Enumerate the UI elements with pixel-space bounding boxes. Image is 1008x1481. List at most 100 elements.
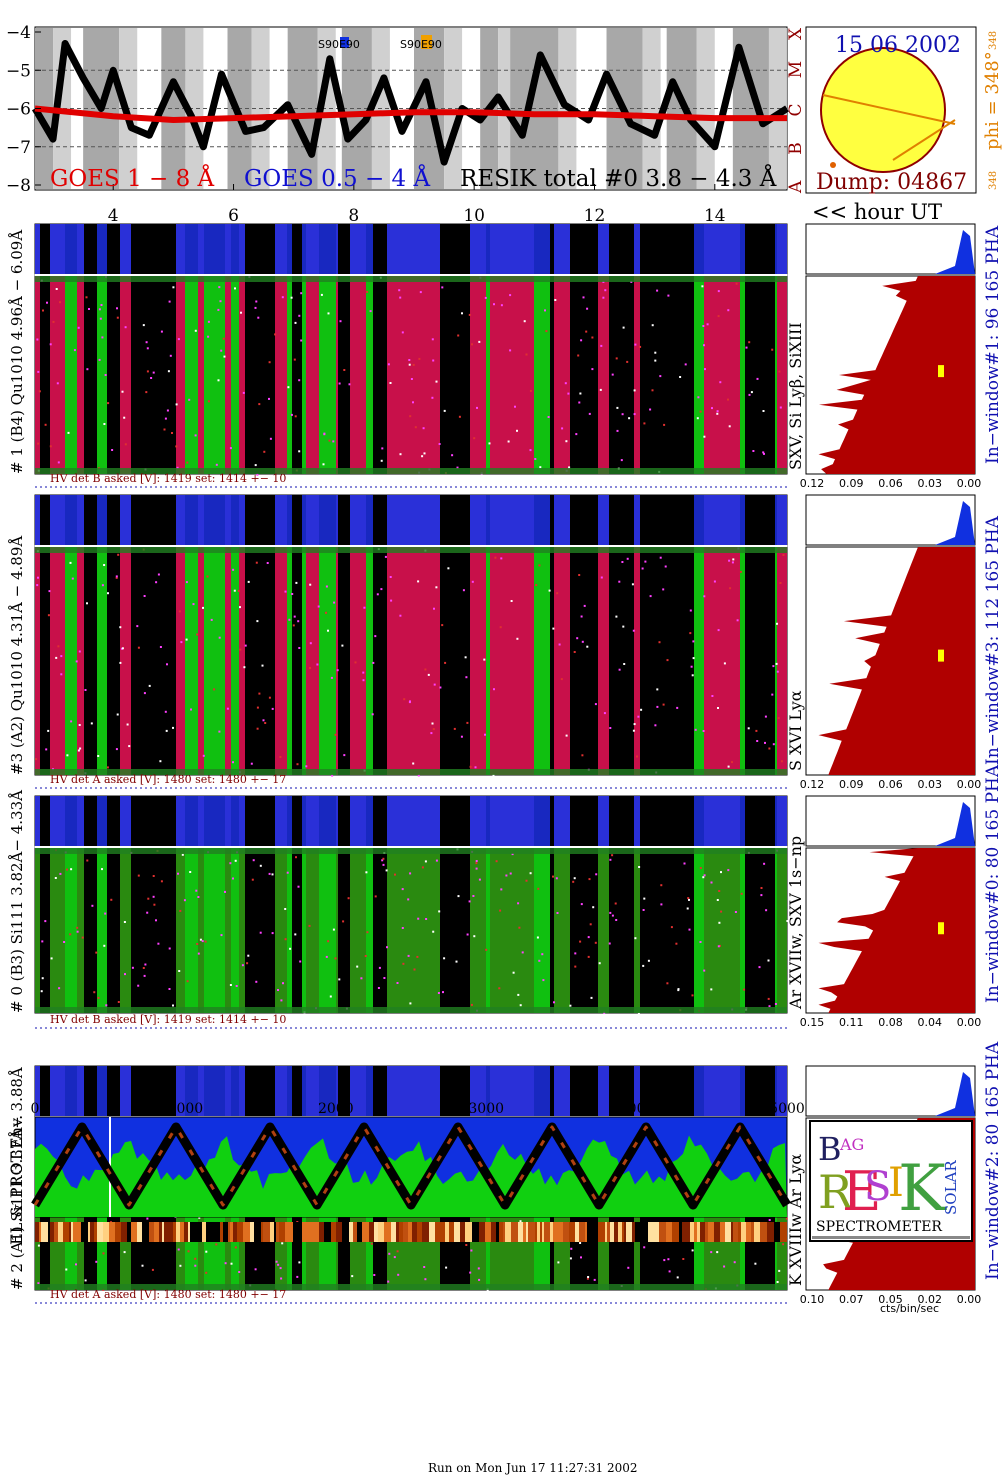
- env-wave: [31, 1122, 791, 1210]
- heat-speckle: [224, 890, 226, 893]
- heat-top-column: [777, 796, 787, 846]
- heat-speckle: [456, 466, 459, 469]
- heat-speckle: [588, 412, 591, 415]
- heat-speckle: [107, 592, 109, 595]
- heat-column: [185, 276, 198, 474]
- heat-speckle: [651, 324, 654, 327]
- heat-column: [239, 276, 244, 474]
- heat-speckle: [183, 899, 186, 902]
- heat-top-column: [306, 1066, 319, 1116]
- heat-speckle: [342, 920, 345, 923]
- heat-top-column: [673, 1066, 685, 1116]
- heat-gap: [40, 796, 50, 1013]
- heat-speckle: [451, 454, 454, 457]
- heat-speckle: [460, 735, 463, 738]
- heat-speckle: [189, 871, 192, 873]
- heat-speckle: [628, 417, 631, 420]
- sun-phi-top: 348: [988, 31, 999, 50]
- heat-speckle: [779, 582, 782, 584]
- heat-top-column: [410, 495, 426, 545]
- heat-speckle: [516, 637, 519, 640]
- heat-column: [366, 547, 373, 775]
- env-strip-band: [526, 1222, 528, 1242]
- line-id-label: Ar XVIIw, SXV 1s−np: [786, 836, 805, 1010]
- heat-top-column: [609, 224, 624, 274]
- heat-speckle: [670, 926, 673, 929]
- heat-speckle: [587, 936, 590, 939]
- env-strip-band: [173, 1222, 176, 1242]
- heat-speckle: [666, 982, 669, 985]
- heat-speckle: [187, 1250, 190, 1253]
- env-strip-band: [270, 1222, 274, 1242]
- heat-column: [624, 547, 634, 775]
- env-strip-band: [700, 1222, 705, 1242]
- channel-ylabel: # 0 (B3) Si111 3.82Å− 4.33Å: [8, 790, 26, 1013]
- env-strip-band: [523, 1222, 526, 1242]
- heat-speckle: [364, 955, 367, 957]
- heat-speckle: [647, 959, 650, 962]
- heat-column: [634, 547, 641, 775]
- heat-column: [50, 848, 60, 1013]
- heat-speckle: [470, 1003, 473, 1006]
- heat-speckle: [317, 605, 320, 608]
- heat-speckle: [101, 584, 104, 587]
- heat-column: [673, 848, 685, 1013]
- env-strip-band: [263, 1222, 267, 1242]
- heat-speckle: [233, 589, 236, 592]
- heat-speckle: [163, 428, 166, 431]
- heat-speckle: [63, 941, 66, 943]
- heat-column: [198, 547, 204, 775]
- heat-top-column: [239, 495, 244, 545]
- heat-speckle: [690, 665, 693, 668]
- heat-edge-bottom: [35, 1284, 787, 1290]
- heat-speckle: [123, 921, 126, 923]
- heat-top-column: [534, 796, 550, 846]
- heat-column: [718, 547, 726, 775]
- heat-column: [292, 547, 302, 775]
- heat-speckle: [453, 727, 456, 730]
- env-strip-band: [39, 1222, 41, 1242]
- env-strip-band: [131, 1222, 137, 1242]
- heat-speckle: [706, 323, 709, 326]
- heat-speckle: [165, 729, 168, 732]
- heat-top-column: [529, 495, 534, 545]
- heat-column: [214, 547, 225, 775]
- heat-speckle: [444, 661, 447, 664]
- heat-speckle: [75, 660, 78, 663]
- env-strip-band: [90, 1222, 94, 1242]
- x-tick-label: 8: [348, 206, 359, 226]
- heat-speckle: [238, 1271, 241, 1273]
- heat-top-column: [550, 224, 554, 274]
- heat-column: [740, 848, 747, 1013]
- heat-speckle: [164, 417, 167, 420]
- env-strip-band: [285, 1222, 289, 1242]
- heat-top-column: [204, 224, 214, 274]
- env-strip-band: [491, 1222, 496, 1242]
- heat-speckle: [146, 370, 149, 373]
- heat-speckle: [608, 942, 611, 945]
- heat-speckle: [111, 449, 114, 451]
- heat-speckle: [768, 1219, 771, 1221]
- bottom-x-tick-label: 5000: [769, 1101, 805, 1117]
- heat-top-column: [502, 224, 507, 274]
- heat-speckle: [197, 952, 200, 955]
- env-strip-band: [767, 1222, 774, 1242]
- heat-top-column: [507, 495, 517, 545]
- heat-top-column: [60, 495, 65, 545]
- heat-top-column: [394, 224, 410, 274]
- heat-column: [624, 848, 634, 1013]
- heat-speckle: [168, 300, 171, 303]
- heat-speckle: [574, 965, 577, 968]
- heat-gap: [570, 796, 590, 1013]
- env-strip-band: [384, 1222, 391, 1242]
- heat-gap: [640, 796, 670, 1013]
- heat-speckle: [292, 624, 295, 627]
- heat-speckle: [343, 369, 346, 371]
- heat-top-column: [60, 796, 65, 846]
- heat-speckle: [419, 291, 422, 294]
- heat-top-column: [302, 796, 306, 846]
- heat-speckle: [256, 727, 259, 730]
- heat-speckle: [659, 375, 662, 378]
- heat-speckle: [71, 577, 74, 580]
- heat-speckle: [634, 937, 637, 940]
